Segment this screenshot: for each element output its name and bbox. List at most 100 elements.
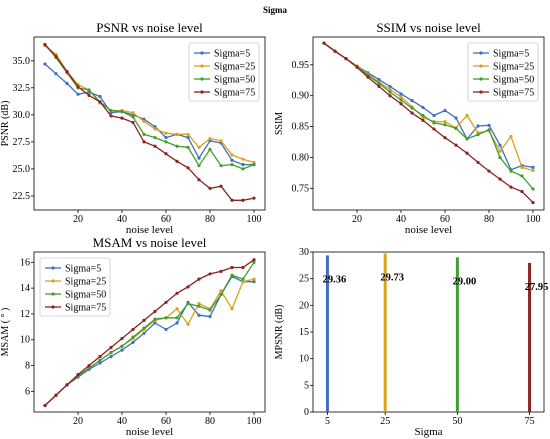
chart-title: SSIM vs noise level (376, 20, 481, 35)
y-axis-label: MSAM ( ° ) (0, 308, 11, 357)
data-point (219, 289, 223, 293)
legend-entry: Sigma=50 (493, 75, 534, 86)
data-point (509, 134, 513, 139)
data-point (131, 340, 135, 344)
axes-frame (312, 36, 545, 211)
data-point (230, 307, 234, 311)
data-point (443, 136, 447, 140)
legend-entry: Sigma=75 (214, 88, 255, 99)
x-tick-label: 80 (484, 214, 494, 225)
data-point (219, 139, 223, 143)
x-tick-label: 60 (161, 416, 171, 427)
data-point (230, 153, 234, 157)
y-tick-label: 22.5 (13, 191, 31, 202)
legend-entry: Sigma=25 (493, 62, 534, 73)
legend: Sigma=5 Sigma=25 Sigma=50 Sigma=75 (188, 42, 260, 102)
bar (528, 262, 532, 412)
data-point (230, 162, 234, 167)
x-axis-label: Sigma (414, 426, 442, 438)
data-point (520, 189, 524, 194)
data-point (520, 165, 524, 169)
axes-frame (33, 251, 266, 413)
legend-marker (200, 77, 204, 81)
legend-entry: Sigma=75 (65, 303, 106, 314)
chart-title: PSNR vs noise level (96, 20, 203, 35)
data-point (98, 354, 102, 359)
data-point (98, 100, 102, 104)
data-point (252, 162, 256, 167)
legend-marker (200, 51, 204, 55)
data-point (355, 65, 359, 69)
data-point (476, 133, 480, 137)
legend: Sigma=5 Sigma=25 Sigma=50 Sigma=75 (39, 257, 111, 317)
data-point (131, 111, 135, 115)
data-point (388, 87, 392, 92)
data-point (197, 313, 201, 317)
y-tick-label: 8 (25, 361, 30, 372)
data-point (142, 132, 146, 136)
y-tick-label: 30 (299, 247, 309, 258)
data-point (87, 366, 91, 370)
data-point (399, 102, 403, 106)
data-point (230, 273, 234, 277)
x-tick-label: 100 (247, 214, 262, 225)
data-point (120, 348, 124, 352)
data-point (241, 277, 245, 281)
data-point (465, 137, 469, 141)
x-tick-label: 100 (247, 416, 262, 427)
data-point (252, 196, 256, 200)
y-tick-label: 10 (20, 335, 30, 346)
chart-panel-1: PSNR vs noise level 20 40 60 80 100 22.5 25.0 27… (0, 20, 266, 236)
data-point (197, 164, 201, 168)
data-point (54, 393, 58, 397)
legend-entry: Sigma=75 (493, 88, 534, 99)
data-point (43, 42, 47, 47)
data-point (186, 302, 190, 306)
data-point (487, 123, 491, 127)
data-point (252, 258, 256, 262)
data-point (131, 115, 135, 119)
data-point (432, 121, 436, 125)
x-axis-label: noise level (126, 426, 173, 438)
data-point (454, 126, 458, 131)
chart-panel-3: MSAM vs noise level 20 40 60 80 100 6 8 10 12 14 16… (0, 235, 266, 438)
series-line-4 (44, 44, 255, 201)
data-point (241, 157, 245, 161)
data-point (366, 75, 370, 79)
legend-marker (51, 279, 55, 283)
data-point (186, 285, 190, 289)
data-point (241, 265, 245, 270)
x-tick-label: 75 (525, 416, 535, 427)
data-point (388, 90, 392, 94)
y-tick-label: 0.80 (292, 152, 310, 163)
bar-value-label: 29.73 (380, 272, 404, 283)
data-point (186, 135, 190, 140)
y-tick-label: 16 (20, 257, 30, 268)
data-point (487, 169, 491, 173)
x-tick-label: 20 (352, 214, 362, 225)
data-point (377, 84, 381, 89)
data-point (498, 177, 502, 181)
bar (455, 257, 459, 412)
data-point (197, 145, 201, 149)
data-point (153, 127, 157, 131)
data-point (120, 344, 124, 348)
data-point (164, 140, 168, 144)
legend-marker (200, 64, 204, 68)
data-point (509, 169, 513, 173)
data-point (421, 113, 425, 118)
y-tick-label: 35.0 (13, 56, 31, 67)
data-point (208, 308, 212, 312)
data-point (164, 327, 168, 332)
data-point (465, 113, 469, 118)
data-point (175, 316, 179, 320)
legend-entry: Sigma=5 (65, 264, 101, 275)
data-point (498, 143, 502, 147)
series-line-3 (44, 261, 255, 406)
data-point (208, 186, 212, 190)
data-point (443, 120, 447, 124)
legend-marker (51, 266, 55, 270)
data-point (197, 304, 201, 308)
legend-entry: Sigma=25 (214, 62, 255, 73)
